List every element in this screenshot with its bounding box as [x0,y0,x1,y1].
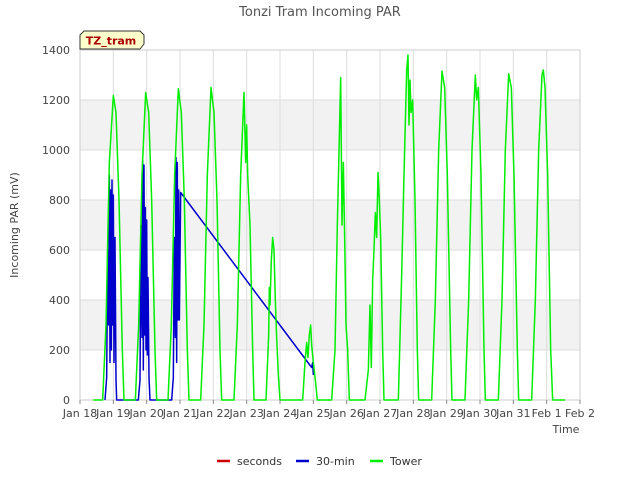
y-tick-label: 1000 [42,144,70,157]
station-badge-shape [79,30,145,50]
plot-bands [80,100,580,350]
x-tick-label: Jan 26 [328,407,363,420]
x-tick-label: Jan 21 [162,407,197,420]
station-badge-label: TZ_tram [86,35,137,48]
x-tick-label: Jan 31 [495,407,530,420]
y-tick-label: 1200 [42,94,70,107]
legend-label-30-min: 30-min [316,455,355,468]
legend-label-tower: Tower [389,455,422,468]
x-tick-label: Jan 20 [128,407,163,420]
plot-series [93,54,565,401]
plot-band [80,100,580,150]
y-tick-label: 800 [49,194,70,207]
x-tick-label: Jan 24 [262,407,297,420]
x-tick-label: Jan 23 [228,407,263,420]
y-tick-label: 0 [63,394,70,407]
x-tick-label: Jan 30 [462,407,497,420]
x-tick-label: Feb 2 [565,407,595,420]
x-tick-label: Feb 1 [532,407,562,420]
x-tick-label: Jan 27 [362,407,397,420]
x-axis-label: Time [552,423,580,436]
legend: seconds 30-min Tower [217,455,422,468]
y-tick-label: 400 [49,294,70,307]
y-tick-label: 600 [49,244,70,257]
plot-band [80,300,580,350]
x-tick-label: Jan 28 [395,407,430,420]
x-tick-label: Jan 22 [195,407,230,420]
x-tick-label: Jan 18 [62,407,97,420]
y-tick-label: 1400 [42,44,70,57]
y-tick-label: 200 [49,344,70,357]
series-line-30-min [104,156,315,401]
y-axis-label: Incoming PAR (mV) [8,172,21,278]
chart-title: Tonzi Tram Incoming PAR [238,5,401,20]
station-badge: TZ_tram [79,30,145,50]
x-tick-label: Jan 19 [95,407,130,420]
series-line-tower [93,54,565,401]
legend-label-seconds: seconds [237,455,282,468]
x-tick-label: Jan 25 [295,407,330,420]
plot-band [80,200,580,250]
x-tick-label: Jan 29 [428,407,463,420]
